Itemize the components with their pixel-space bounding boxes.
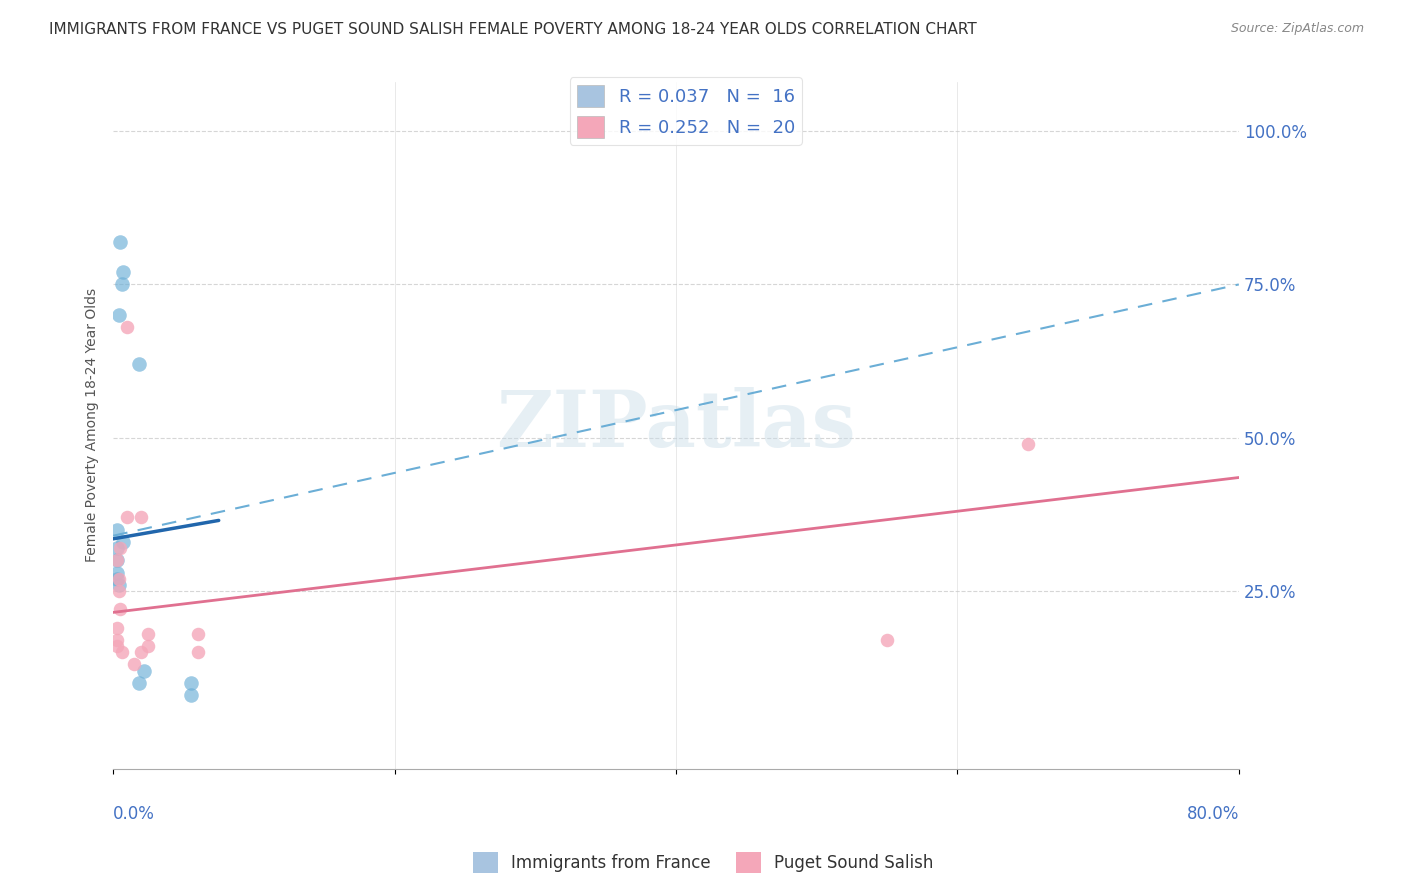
Point xyxy=(117,320,139,334)
Point xyxy=(108,583,131,598)
Point xyxy=(107,553,129,567)
Point xyxy=(107,621,129,635)
Point xyxy=(107,523,129,537)
Point xyxy=(107,566,129,580)
Point xyxy=(124,657,146,672)
Point xyxy=(107,541,129,555)
Point xyxy=(107,553,129,567)
Point xyxy=(128,357,150,371)
Point xyxy=(138,639,160,653)
Point xyxy=(131,645,153,659)
Legend: R = 0.037   N =  16, R = 0.252   N =  20: R = 0.037 N = 16, R = 0.252 N = 20 xyxy=(569,78,801,145)
Text: Source: ZipAtlas.com: Source: ZipAtlas.com xyxy=(1230,22,1364,36)
Text: 0.0%: 0.0% xyxy=(114,805,155,823)
Point xyxy=(128,676,150,690)
Point xyxy=(112,265,135,279)
Point xyxy=(108,308,131,322)
Point xyxy=(107,632,129,647)
Point xyxy=(187,627,209,641)
Text: ZIPatlas: ZIPatlas xyxy=(496,387,856,464)
Point xyxy=(110,541,132,555)
Point xyxy=(180,688,202,702)
Legend: Immigrants from France, Puget Sound Salish: Immigrants from France, Puget Sound Sali… xyxy=(465,846,941,880)
Point xyxy=(117,510,139,524)
Text: IMMIGRANTS FROM FRANCE VS PUGET SOUND SALISH FEMALE POVERTY AMONG 18-24 YEAR OLD: IMMIGRANTS FROM FRANCE VS PUGET SOUND SA… xyxy=(49,22,977,37)
Point xyxy=(134,664,156,678)
Point xyxy=(131,510,153,524)
Point xyxy=(110,602,132,616)
Point xyxy=(112,534,135,549)
Point xyxy=(111,645,134,659)
Point xyxy=(110,235,132,249)
Point xyxy=(107,639,129,653)
Point xyxy=(108,572,131,586)
Point xyxy=(107,572,129,586)
Point xyxy=(187,645,209,659)
Point xyxy=(180,676,202,690)
Y-axis label: Female Poverty Among 18-24 Year Olds: Female Poverty Among 18-24 Year Olds xyxy=(86,288,100,563)
Point xyxy=(138,627,160,641)
Point xyxy=(108,578,131,592)
Point xyxy=(111,277,134,292)
Point xyxy=(876,632,898,647)
Text: 80.0%: 80.0% xyxy=(1187,805,1239,823)
Point xyxy=(1017,437,1039,451)
